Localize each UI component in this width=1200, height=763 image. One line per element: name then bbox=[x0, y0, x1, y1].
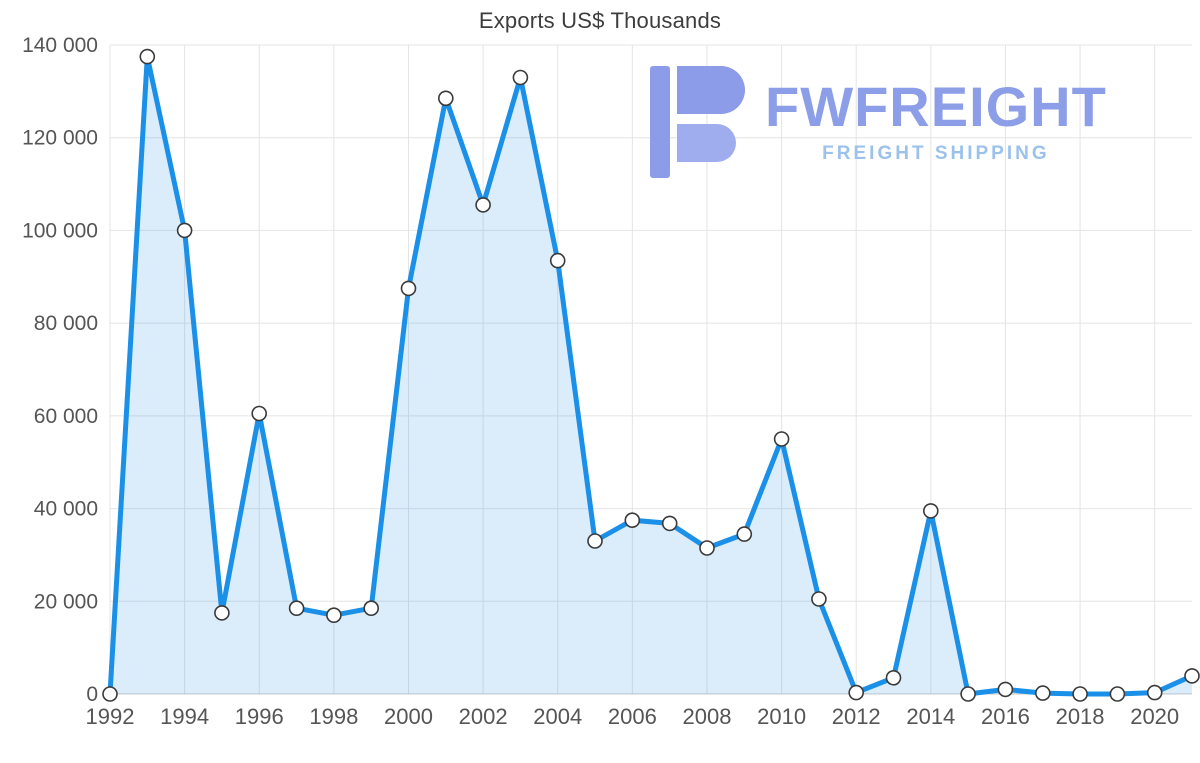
data-point-marker bbox=[475, 197, 491, 213]
x-tick-label: 2002 bbox=[459, 704, 508, 729]
data-point-marker bbox=[1146, 684, 1163, 701]
y-tick-label: 20 000 bbox=[34, 590, 98, 613]
x-tick-label: 2006 bbox=[608, 704, 657, 729]
data-point-marker bbox=[736, 526, 753, 542]
data-point-marker bbox=[1184, 668, 1200, 684]
logo-brand-text: FWFREIGHT bbox=[765, 75, 1107, 138]
data-point-marker bbox=[922, 503, 939, 519]
data-point-marker bbox=[214, 605, 230, 621]
data-point-marker bbox=[1109, 686, 1126, 702]
data-point-marker bbox=[400, 280, 417, 297]
y-tick-label: 120 000 bbox=[22, 127, 98, 150]
data-point-marker bbox=[251, 405, 268, 422]
x-axis-labels: 1992 1994 1996 1998 2000 2002 2004 2006 2008 2010… bbox=[86, 704, 1180, 729]
y-tick-label: 80 000 bbox=[34, 312, 98, 335]
x-tick-label: 2000 bbox=[384, 704, 433, 729]
y-tick-label: 0 bbox=[86, 683, 98, 706]
data-point-marker bbox=[326, 607, 342, 624]
y-tick-label: 40 000 bbox=[34, 498, 98, 521]
y-tick-label: 60 000 bbox=[34, 405, 98, 428]
gridlines bbox=[109, 44, 1192, 695]
data-point-marker bbox=[1035, 685, 1051, 701]
x-tick-label: 1998 bbox=[309, 704, 358, 729]
logo-tagline-text: FREIGHT SHIPPING bbox=[822, 143, 1050, 164]
data-point-marker bbox=[960, 686, 976, 702]
y-tick-label: 140 000 bbox=[22, 34, 98, 57]
x-tick-label: 1994 bbox=[160, 704, 209, 729]
x-tick-label: 2010 bbox=[757, 704, 806, 729]
data-point-marker bbox=[699, 540, 715, 556]
markers bbox=[102, 48, 1200, 702]
data-point-marker bbox=[885, 669, 902, 686]
logo-text-block: FWFREIGHT FREIGHT SHIPPING bbox=[765, 79, 1107, 165]
x-tick-label: 2020 bbox=[1130, 704, 1179, 729]
x-tick-label: 2018 bbox=[1056, 704, 1105, 729]
y-tick-label: 100 000 bbox=[22, 219, 98, 242]
x-tick-label: 2014 bbox=[906, 704, 955, 729]
data-point-marker bbox=[624, 512, 641, 529]
data-point-marker bbox=[661, 515, 678, 532]
data-point-marker bbox=[363, 600, 380, 617]
data-point-marker bbox=[587, 533, 603, 549]
x-tick-label: 2004 bbox=[533, 704, 582, 729]
data-point-marker bbox=[1072, 686, 1088, 702]
data-point-marker bbox=[811, 591, 827, 607]
x-tick-label: 2008 bbox=[682, 704, 731, 729]
data-point-marker bbox=[848, 684, 865, 701]
data-point-marker bbox=[997, 681, 1014, 698]
fwfreight-watermark: FWFREIGHT FREIGHT SHIPPING bbox=[650, 66, 1107, 178]
fwfreight-logo-icon bbox=[650, 66, 745, 178]
data-point-marker bbox=[102, 686, 118, 702]
data-point-marker bbox=[288, 600, 305, 617]
data-point-marker bbox=[139, 48, 156, 65]
x-tick-label: 1992 bbox=[86, 704, 135, 729]
data-point-marker bbox=[512, 69, 529, 86]
data-point-marker bbox=[437, 90, 454, 107]
data-point-marker bbox=[176, 222, 193, 239]
data-point-marker bbox=[773, 431, 790, 447]
x-tick-label: 2016 bbox=[981, 704, 1030, 729]
y-axis-labels: 0 20 000 40 000 60 000 80 000 100 000 120 000 1… bbox=[22, 34, 98, 706]
x-tick-label: 1996 bbox=[235, 704, 284, 729]
chart-title: Exports US$ Thousands bbox=[478, 8, 722, 33]
data-point-marker bbox=[549, 252, 566, 269]
x-tick-label: 2012 bbox=[832, 704, 881, 729]
